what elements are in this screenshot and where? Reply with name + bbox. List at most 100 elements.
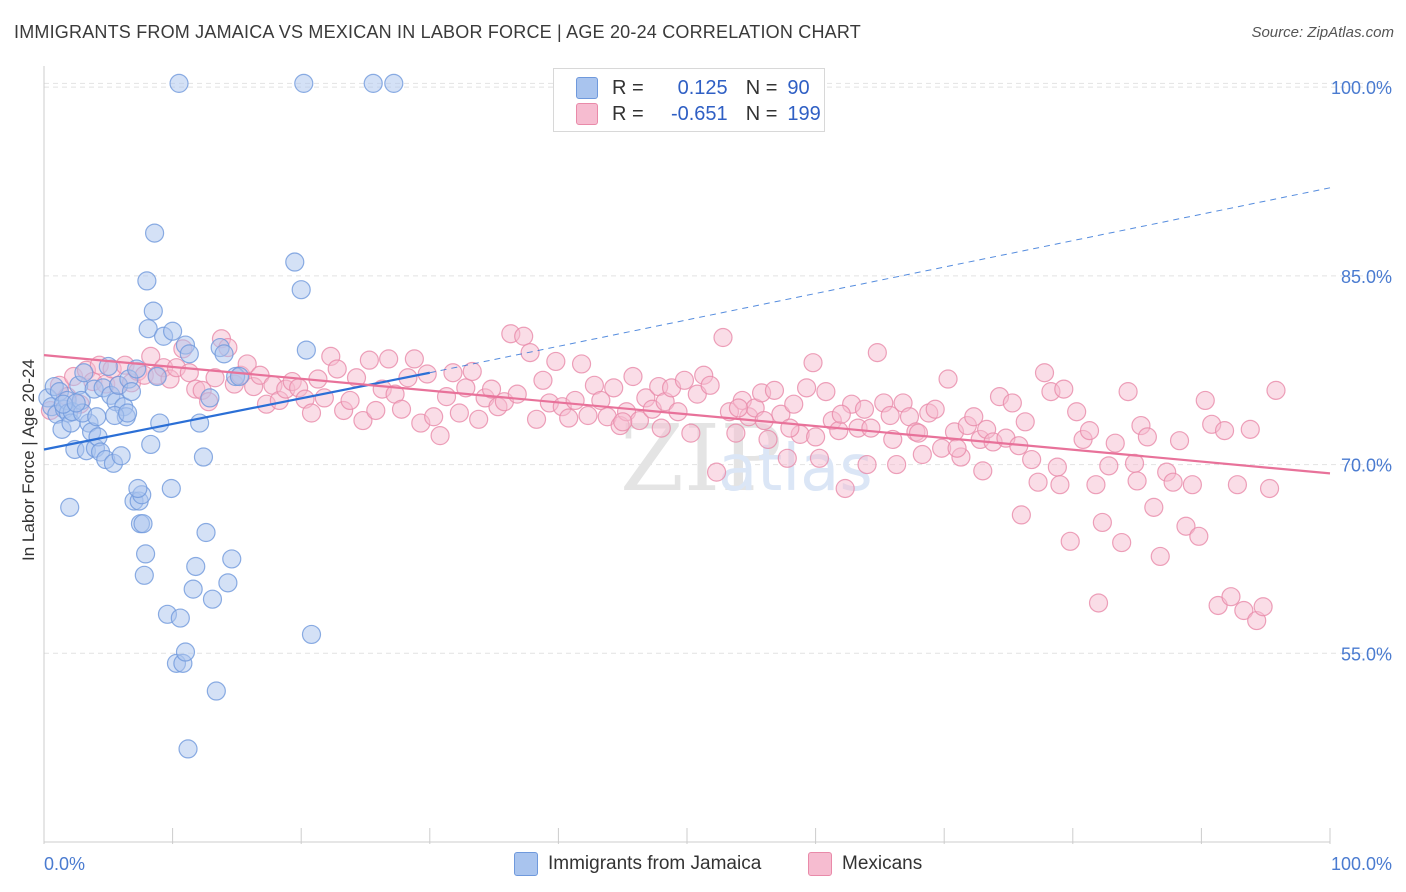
jamaica-point	[111, 446, 131, 466]
mexican-point	[880, 405, 900, 426]
source-label: Source: ZipAtlas.com	[1251, 24, 1394, 41]
mexican-point	[526, 409, 547, 429]
mexican-point	[424, 407, 444, 427]
jamaica-point	[87, 407, 107, 427]
mexican-point	[456, 378, 476, 398]
jamaica-point	[147, 366, 167, 387]
mexican-point	[366, 400, 386, 421]
jamaica-point	[66, 393, 86, 413]
jamaica-point	[175, 642, 196, 662]
mexican-point	[1047, 457, 1067, 477]
jamaica-point	[229, 366, 250, 387]
mexican-point	[805, 427, 826, 447]
mexican-point	[1034, 363, 1055, 383]
mexican-point	[1099, 456, 1119, 476]
y-tick-label: 100.0%	[1331, 78, 1392, 98]
jamaica-points	[38, 73, 404, 759]
x-tick-label: 100.0%	[1331, 854, 1392, 874]
jamaica-point	[214, 344, 234, 364]
mexican-point	[1253, 597, 1273, 617]
mexican-point	[379, 349, 399, 369]
mexican-point	[700, 375, 720, 395]
jamaica-point	[294, 73, 314, 93]
mexican-trend-line	[43, 354, 1331, 475]
mexican-point	[1214, 421, 1235, 441]
mexican-point	[469, 409, 489, 429]
jamaica-point	[169, 73, 189, 93]
y-axis-label: In Labor Force | Age 20-24	[19, 359, 38, 561]
jamaica-point	[133, 514, 153, 534]
mexican-point	[803, 353, 823, 373]
jamaica-point	[135, 544, 156, 564]
jamaica-point	[128, 478, 148, 499]
mexican-point	[430, 426, 450, 446]
mexican-point	[604, 378, 624, 398]
mexican-point	[867, 343, 887, 363]
legend-n-value: 199	[787, 102, 821, 125]
mexican-point	[623, 366, 643, 387]
mexican-point	[835, 478, 855, 499]
mexican-point	[1176, 516, 1196, 536]
mexican-point	[651, 418, 671, 438]
mexican-point	[578, 405, 598, 426]
jamaica-point	[296, 340, 316, 360]
mexican-point	[681, 423, 701, 443]
jamaica-point	[143, 301, 163, 321]
mexican-point	[831, 404, 851, 424]
mexican-point	[1079, 421, 1100, 441]
jamaica-point	[138, 319, 158, 339]
mexican-point	[1002, 393, 1022, 413]
mexican-point	[462, 361, 482, 382]
mexican-point	[809, 448, 830, 468]
jamaica-point	[161, 478, 181, 499]
mexican-point	[1092, 512, 1112, 533]
tick-labels: 55.0% 70.0% 85.0% 100.0% 0.0% 100.0%	[44, 78, 1392, 874]
mexican-point	[857, 454, 877, 475]
mexican-point	[1137, 427, 1157, 447]
mexican-point	[533, 370, 553, 390]
chart-title: IMMIGRANTS FROM JAMAICA VS MEXICAN IN LA…	[14, 22, 861, 42]
jamaica-point	[218, 573, 238, 593]
y-tick-label: 55.0%	[1341, 644, 1392, 664]
jamaica-point	[178, 739, 198, 759]
mexican-point	[571, 354, 592, 374]
mexican-point	[947, 438, 967, 458]
jamaica-point	[144, 223, 165, 243]
mexican-points	[40, 324, 1286, 631]
mexican-point	[1105, 433, 1125, 453]
mexican-point	[1011, 505, 1031, 525]
mexican-point	[883, 429, 903, 450]
jamaica-point	[163, 321, 183, 341]
mexican-point	[1234, 600, 1254, 621]
mexican-point	[938, 369, 958, 389]
bottom-legend-mexican: Mexicans	[808, 852, 922, 876]
mexican-point	[1150, 546, 1170, 567]
mexican-point	[546, 351, 566, 372]
jamaica-point	[170, 608, 190, 628]
mexican-point	[1221, 587, 1241, 607]
legend-r-value: -0.651	[670, 102, 728, 125]
legend-n-label: N =	[745, 102, 778, 125]
jamaica-point	[60, 497, 80, 517]
mexican-point	[443, 363, 463, 383]
jamaica-point	[186, 556, 206, 577]
jamaica-point	[384, 73, 404, 93]
legend-swatch-jamaica	[576, 77, 598, 99]
mexican-point	[1050, 475, 1070, 495]
mexican-point	[1067, 402, 1087, 422]
axes	[43, 66, 1331, 844]
jamaica-point	[74, 363, 94, 383]
mexican-point	[301, 403, 322, 423]
mexican-point	[964, 407, 984, 427]
mexican-point	[1227, 475, 1248, 495]
mexican-point	[1182, 475, 1202, 495]
mexican-point	[1144, 497, 1164, 517]
y-tick-label: 70.0%	[1341, 456, 1392, 476]
mexican-point	[1259, 478, 1280, 499]
mexican-point	[1015, 412, 1035, 432]
mexican-point	[861, 418, 881, 438]
jamaica-point	[179, 344, 199, 364]
mexican-point	[436, 387, 457, 407]
jamaica-point	[183, 579, 203, 599]
